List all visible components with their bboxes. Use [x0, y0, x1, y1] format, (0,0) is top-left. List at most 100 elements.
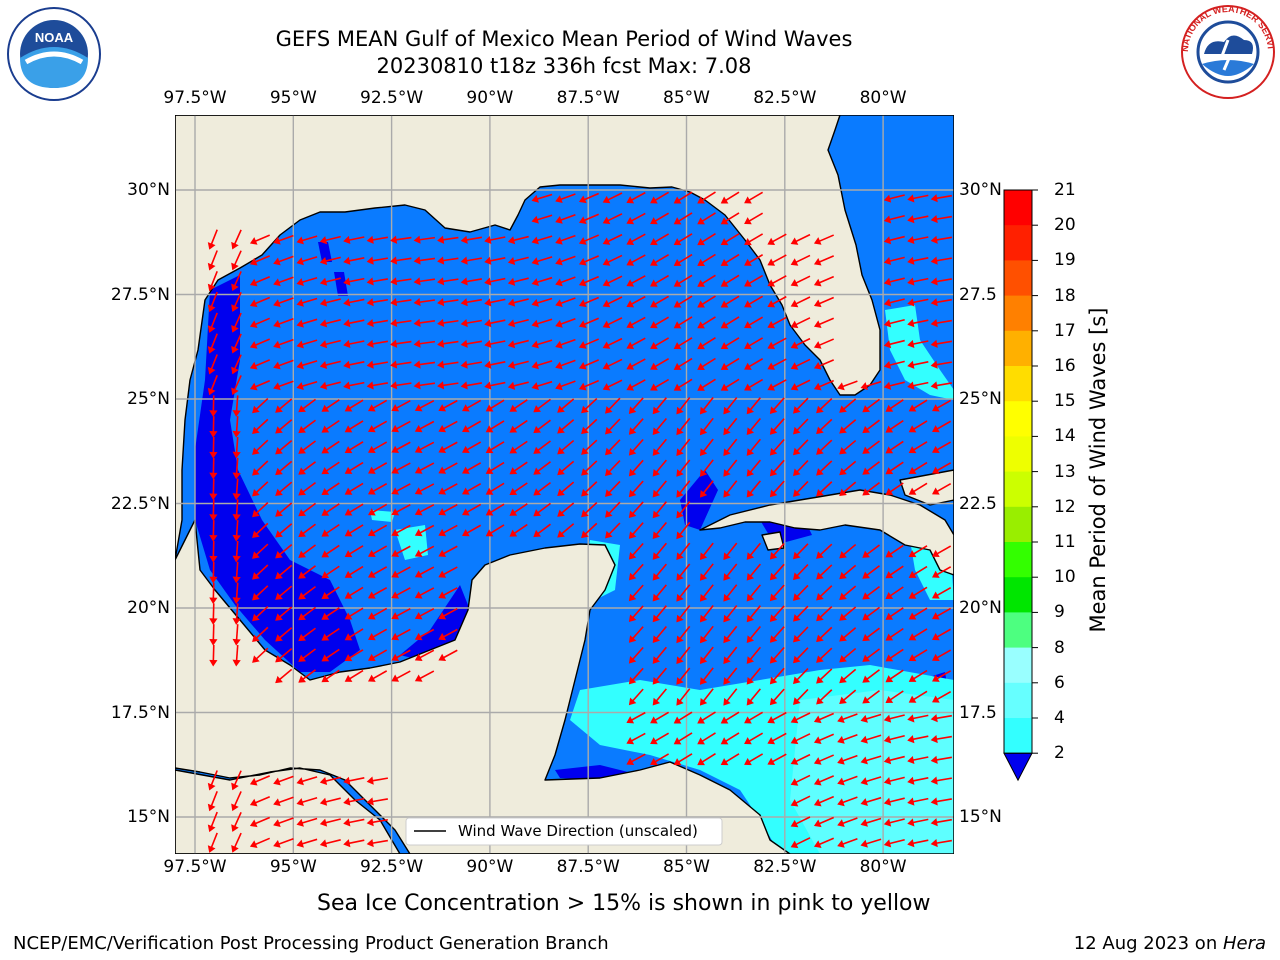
wind-wave-arrow	[626, 379, 646, 391]
wind-wave-arrow	[438, 420, 458, 433]
wind-wave-arrow	[813, 296, 835, 308]
wind-wave-arrow	[697, 191, 716, 204]
wind-wave-arrow	[883, 194, 905, 203]
wind-wave-arrow	[414, 441, 435, 453]
wind-wave-arrow	[366, 298, 388, 307]
wind-wave-arrow	[343, 797, 365, 806]
wind-wave-arrow	[767, 753, 787, 766]
wind-wave-arrow	[366, 776, 388, 785]
wind-wave-arrow	[816, 605, 833, 622]
wind-wave-arrow	[723, 563, 738, 581]
wind-wave-arrow	[391, 420, 411, 433]
wind-wave-arrow	[252, 522, 269, 539]
wind-wave-arrow	[839, 460, 857, 476]
colorbar-segment	[1004, 436, 1032, 473]
wind-wave-arrow	[533, 461, 551, 475]
wind-wave-arrow	[793, 584, 809, 601]
wind-wave-arrow	[720, 732, 740, 745]
wind-wave-arrow	[462, 399, 482, 412]
wind-wave-arrow	[275, 439, 293, 455]
wind-wave-arrow	[391, 483, 411, 495]
wind-wave-arrow	[860, 796, 882, 807]
colorbar-segment	[1004, 295, 1032, 332]
wind-wave-arrow	[628, 480, 644, 498]
wind-wave-arrow	[862, 689, 880, 704]
wind-wave-arrow	[839, 689, 857, 704]
lon-tick-top: 87.5°W	[556, 88, 620, 108]
wind-wave-arrow	[344, 586, 364, 599]
wind-wave-arrow	[652, 605, 667, 623]
wind-wave-arrow	[460, 256, 482, 265]
wind-wave-arrow	[275, 627, 293, 642]
colorbar-segment	[1004, 401, 1032, 437]
wind-wave-arrow	[366, 360, 388, 369]
wind-wave-arrow	[557, 481, 575, 496]
wind-wave-arrow	[531, 380, 553, 391]
wind-wave-arrow	[699, 667, 714, 685]
wind-wave-arrow	[837, 775, 858, 786]
wind-wave-arrow	[249, 795, 271, 807]
wind-wave-arrow	[767, 316, 787, 329]
wind-wave-arrow	[273, 817, 294, 827]
wind-wave-arrow	[414, 462, 435, 474]
land	[175, 115, 954, 854]
wind-wave-arrow	[676, 667, 691, 685]
wind-wave-arrow	[391, 607, 411, 620]
wind-wave-arrow	[209, 436, 218, 459]
wind-wave-arrow	[321, 503, 340, 516]
wind-wave-arrow	[883, 714, 905, 723]
wind-wave-arrow	[673, 233, 693, 246]
wind-wave-arrow	[319, 818, 341, 827]
wind-wave-arrow	[366, 277, 388, 286]
lon-tick-bottom: 80°W	[859, 857, 907, 877]
wind-wave-arrow	[462, 524, 482, 537]
wind-wave-arrow	[321, 440, 340, 454]
wind-wave-arrow	[673, 191, 693, 204]
wind-wave-arrow	[699, 605, 714, 623]
wind-wave-arrow	[344, 565, 364, 578]
wind-wave-arrow	[813, 275, 835, 287]
lon-tick-top: 97.5°W	[163, 88, 227, 108]
wind-wave-arrow	[368, 545, 388, 558]
wind-wave-arrow	[816, 397, 833, 414]
wind-wave-arrow	[531, 193, 553, 203]
wind-wave-arrow	[275, 543, 293, 559]
wind-wave-arrow	[207, 333, 218, 354]
wind-wave-arrow	[484, 381, 506, 390]
wind-wave-arrow	[460, 235, 482, 244]
lat-tick-left: 27.5°N	[110, 284, 170, 305]
wind-wave-arrow	[908, 628, 928, 641]
wind-wave-arrow	[273, 796, 294, 807]
wind-wave-arrow	[414, 524, 435, 537]
wind-wave-arrow	[932, 441, 952, 454]
lat-tick-left: 22.5°N	[110, 493, 170, 514]
wind-wave-arrow	[769, 438, 785, 456]
wind-wave-arrow	[907, 339, 929, 349]
wind-wave-arrow	[930, 818, 952, 827]
wind-wave-arrow	[509, 461, 528, 475]
wind-wave-arrow	[699, 646, 714, 665]
wind-wave-arrow	[652, 667, 667, 685]
wind-wave-arrow	[581, 418, 598, 435]
wind-wave-arrow	[209, 520, 218, 542]
wind-wave-arrow	[932, 586, 952, 599]
wind-wave-arrow	[209, 603, 218, 625]
wind-wave-arrow	[793, 647, 809, 664]
wind-wave-arrow	[531, 256, 553, 266]
sea-ice-note: Sea Ice Concentration > 15% is shown in …	[317, 891, 931, 916]
wind-wave-arrow	[581, 460, 598, 476]
wind-wave-arrow	[767, 732, 787, 745]
wind-wave-arrow	[908, 482, 928, 495]
wind-wave-arrow	[907, 839, 929, 848]
wind-wave-arrow	[414, 420, 435, 433]
wind-wave-arrow	[231, 291, 242, 312]
wind-wave-arrow	[744, 274, 764, 287]
wind-wave-arrow	[462, 503, 482, 516]
wind-wave-arrow	[650, 337, 670, 350]
wind-wave-arrow	[275, 585, 293, 600]
colorbar-tick-label: 2	[1054, 743, 1065, 764]
wind-wave-arrow	[930, 235, 952, 244]
wind-wave-arrow	[391, 524, 411, 537]
wind-wave-arrow	[816, 647, 833, 663]
wind-wave-arrow	[628, 542, 644, 560]
